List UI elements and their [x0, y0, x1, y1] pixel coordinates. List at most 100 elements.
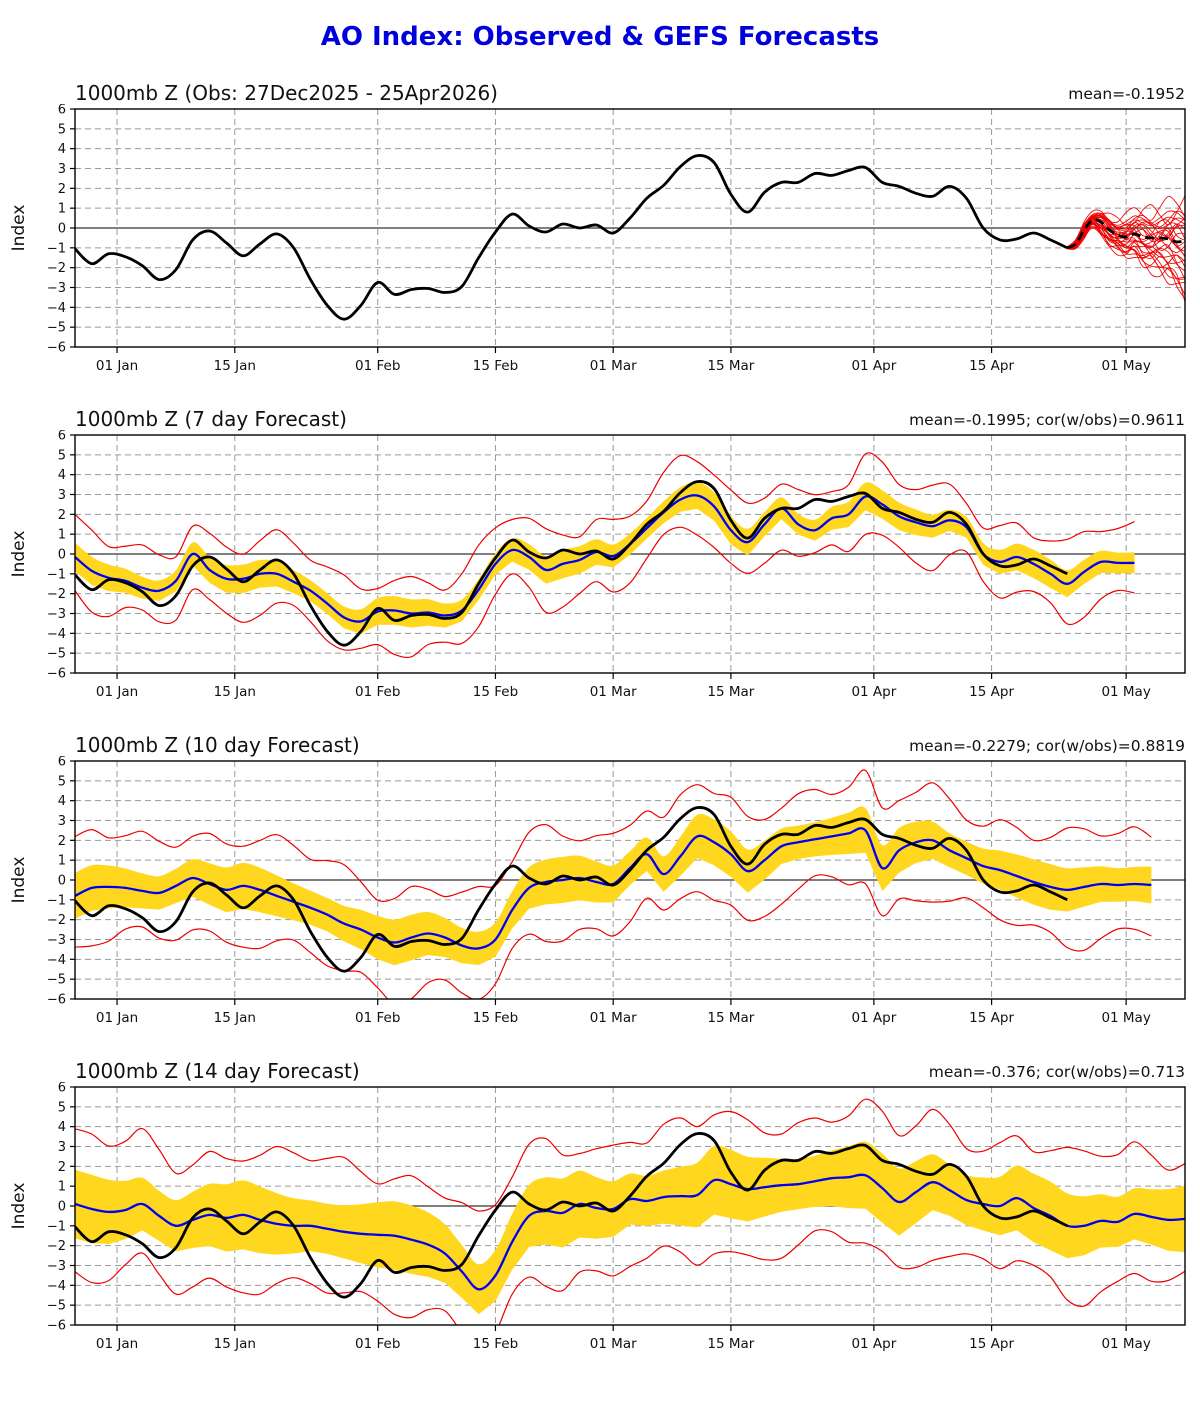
x-tick-label: 15 Mar [707, 684, 754, 700]
y-tick-label: 5 [58, 1100, 66, 1115]
y-tick-label: 0 [58, 874, 66, 889]
x-tick-label: 01 Feb [355, 1336, 400, 1352]
y-tick-label: 0 [58, 548, 66, 563]
x-tick-label: 15 Feb [473, 1010, 518, 1026]
y-tick-label: −2 [47, 261, 66, 276]
x-tick-label: 15 Feb [473, 358, 518, 374]
x-tick-label: 15 Feb [473, 1336, 518, 1352]
y-tick-label: −2 [47, 913, 66, 928]
y-tick-label: 6 [58, 430, 66, 444]
y-tick-label: 4 [58, 142, 66, 157]
y-tick-label: −1 [47, 241, 66, 256]
chart-canvas-7day: −6 −5 −4 −3 −2 −1 0 1 2 3 4 5 6 01 Jan 15 Jan 01 Feb 15 … [9, 430, 1186, 700]
x-tick-label: 15 Apr [969, 1336, 1014, 1352]
x-tick-label: 01 Jan [96, 1336, 138, 1352]
y-tick-label: 2 [58, 834, 66, 849]
x-tick-label: 01 Mar [590, 1010, 637, 1026]
x-tick-label: 01 Apr [851, 1010, 896, 1026]
y-tick-label: −1 [47, 893, 66, 908]
x-tick-label: 15 Mar [707, 1336, 754, 1352]
y-tick-label: 2 [58, 1160, 66, 1175]
y-tick-label: −4 [47, 1279, 66, 1294]
y-tick-label: −2 [47, 587, 66, 602]
x-tick-label: 01 Apr [851, 358, 896, 374]
y-tick-label: −3 [47, 607, 66, 622]
chart-canvas-14day: −6 −5 −4 −3 −2 −1 0 1 2 3 4 5 6 01 Jan 15 Jan 01 Feb 15 … [9, 1082, 1186, 1352]
y-tick-label: 1 [58, 202, 66, 217]
y-tick-label: −5 [47, 321, 66, 336]
y-axis-label: Index [9, 1183, 29, 1230]
x-tick-label: 01 Feb [355, 358, 400, 374]
x-tick-label: 15 Apr [969, 358, 1014, 374]
x-tick-label: 01 May [1101, 684, 1150, 700]
x-tick-label: 01 Apr [851, 1336, 896, 1352]
x-tick-label: 01 Apr [851, 684, 896, 700]
y-tick-label: −1 [47, 1219, 66, 1234]
panel-14day-forecast: 1000mb Z (14 day Forecast) mean=-0.376; … [0, 1054, 1200, 1356]
y-tick-label: −3 [47, 1259, 66, 1274]
x-tick-label: 01 May [1101, 358, 1150, 374]
y-tick-label: −4 [47, 301, 66, 316]
x-tick-label: 15 Mar [707, 358, 754, 374]
x-tick-label: 15 Feb [473, 684, 518, 700]
x-tick-label: 15 Jan [214, 684, 256, 700]
y-tick-label: 4 [58, 468, 66, 483]
x-tick-label: 15 Jan [214, 1336, 256, 1352]
y-tick-label: 0 [58, 1200, 66, 1215]
x-tick-label: 15 Apr [969, 1010, 1014, 1026]
y-tick-label: 2 [58, 182, 66, 197]
y-tick-label: 5 [58, 448, 66, 463]
x-tick-label: 01 Mar [590, 358, 637, 374]
x-tick-label: 15 Mar [707, 1010, 754, 1026]
panel-stats: mean=-0.1995; cor(w/obs)=0.9611 [909, 411, 1185, 430]
panel-stats: mean=-0.1952 [1068, 85, 1185, 104]
y-tick-label: −6 [47, 341, 66, 356]
y-tick-label: 3 [58, 814, 66, 829]
chart-canvas-10day: −6 −5 −4 −3 −2 −1 0 1 2 3 4 5 6 01 Jan 15 Jan 01 Feb 15 … [9, 756, 1186, 1026]
panel-title: 1000mb Z (14 day Forecast) [75, 1059, 360, 1083]
x-tick-label: 01 May [1101, 1336, 1150, 1352]
panel-observed: 1000mb Z (Obs: 27Dec2025 - 25Apr2026) me… [0, 76, 1200, 378]
y-tick-label: 1 [58, 1180, 66, 1195]
panel-title: 1000mb Z (Obs: 27Dec2025 - 25Apr2026) [75, 81, 498, 105]
x-tick-label: 01 May [1101, 1010, 1150, 1026]
y-tick-label: 3 [58, 488, 66, 503]
y-tick-label: 3 [58, 1140, 66, 1155]
y-tick-label: −3 [47, 281, 66, 296]
y-axis-label: Index [9, 531, 29, 578]
chart-canvas-observed: −6 −5 −4 −3 −2 −1 0 1 2 3 4 5 6 01 Jan 15 Jan 01 Feb 15 … [9, 104, 1186, 374]
y-axis-label: Index [9, 205, 29, 252]
y-tick-label: 1 [58, 528, 66, 543]
panel-title: 1000mb Z (10 day Forecast) [75, 733, 360, 757]
y-tick-label: 6 [58, 104, 66, 118]
y-tick-label: −6 [47, 667, 66, 682]
x-tick-label: 01 Jan [96, 358, 138, 374]
y-tick-label: −4 [47, 953, 66, 968]
y-tick-label: 2 [58, 508, 66, 523]
y-tick-label: 6 [58, 1082, 66, 1096]
y-tick-label: 4 [58, 794, 66, 809]
panel-stats: mean=-0.2279; cor(w/obs)=0.8819 [909, 737, 1185, 756]
page-title: AO Index: Observed & GEFS Forecasts [320, 22, 880, 52]
x-tick-label: 01 Feb [355, 684, 400, 700]
y-tick-label: 5 [58, 122, 66, 137]
x-tick-label: 01 Jan [96, 684, 138, 700]
x-tick-label: 01 Mar [590, 684, 637, 700]
x-tick-label: 15 Jan [214, 1010, 256, 1026]
y-tick-label: −2 [47, 1239, 66, 1254]
x-tick-label: 15 Apr [969, 684, 1014, 700]
y-tick-label: 6 [58, 756, 66, 770]
y-tick-label: −5 [47, 973, 66, 988]
y-axis-label: Index [9, 857, 29, 904]
y-tick-label: −5 [47, 1299, 66, 1314]
panel-stats: mean=-0.376; cor(w/obs)=0.713 [928, 1063, 1185, 1082]
x-tick-label: 01 Mar [590, 1336, 637, 1352]
y-tick-label: 3 [58, 162, 66, 177]
y-tick-label: 4 [58, 1120, 66, 1135]
y-tick-label: −1 [47, 567, 66, 582]
y-tick-label: −4 [47, 627, 66, 642]
y-tick-label: 0 [58, 222, 66, 237]
x-tick-label: 01 Jan [96, 1010, 138, 1026]
y-tick-label: 5 [58, 774, 66, 789]
panel-7day-forecast: 1000mb Z (7 day Forecast) mean=-0.1995; … [0, 402, 1200, 704]
